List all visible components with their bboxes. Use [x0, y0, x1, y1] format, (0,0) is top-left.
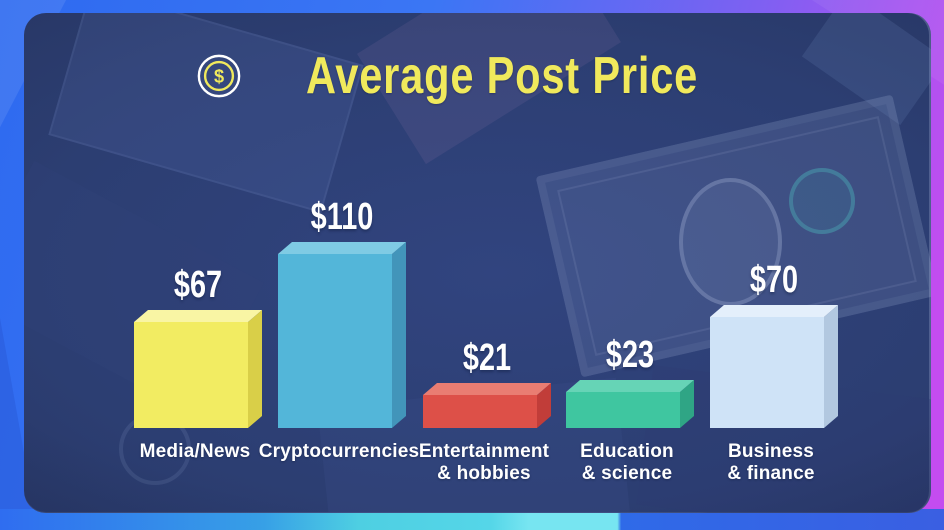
- bar-value-label: $70: [749, 259, 799, 301]
- bar-value-label: $21: [462, 337, 512, 379]
- bar-top-face: [278, 242, 406, 254]
- bar-value-label: $110: [310, 196, 374, 238]
- bar-category-label: Media/News: [139, 441, 251, 462]
- bar-front-face: [566, 392, 680, 428]
- bar-top-face: [423, 383, 551, 395]
- bar-side-face: [537, 383, 551, 428]
- bar-value-label: $23: [605, 334, 655, 376]
- bar-side-face: [824, 305, 838, 428]
- dollar-coin-icon: $: [198, 54, 241, 98]
- bar-value-label: $67: [173, 264, 223, 306]
- page-title: Average Post Price: [306, 47, 699, 105]
- bar-top-face: [710, 305, 838, 317]
- bar-top-face: [134, 310, 262, 322]
- title-row: $ Average Post Price: [0, 44, 944, 108]
- frame-bottom-cyan-band: [0, 509, 944, 530]
- svg-text:$: $: [214, 67, 224, 87]
- bar-front-face: [278, 254, 392, 428]
- bar-top-face: [566, 380, 694, 392]
- bar-side-face: [680, 380, 694, 428]
- bar-side-face: [248, 310, 262, 428]
- bar-side-face: [392, 242, 406, 428]
- bar-front-face: [134, 322, 248, 428]
- bar-category-label: Business & finance: [727, 441, 815, 484]
- bar-front-face: [710, 317, 824, 428]
- bar-front-face: [423, 395, 537, 428]
- bar-category-label: Entertainment & hobbies: [418, 441, 550, 484]
- bar-category-label: Education & science: [580, 441, 674, 484]
- bar-category-label: Cryptocurrencies: [258, 441, 420, 462]
